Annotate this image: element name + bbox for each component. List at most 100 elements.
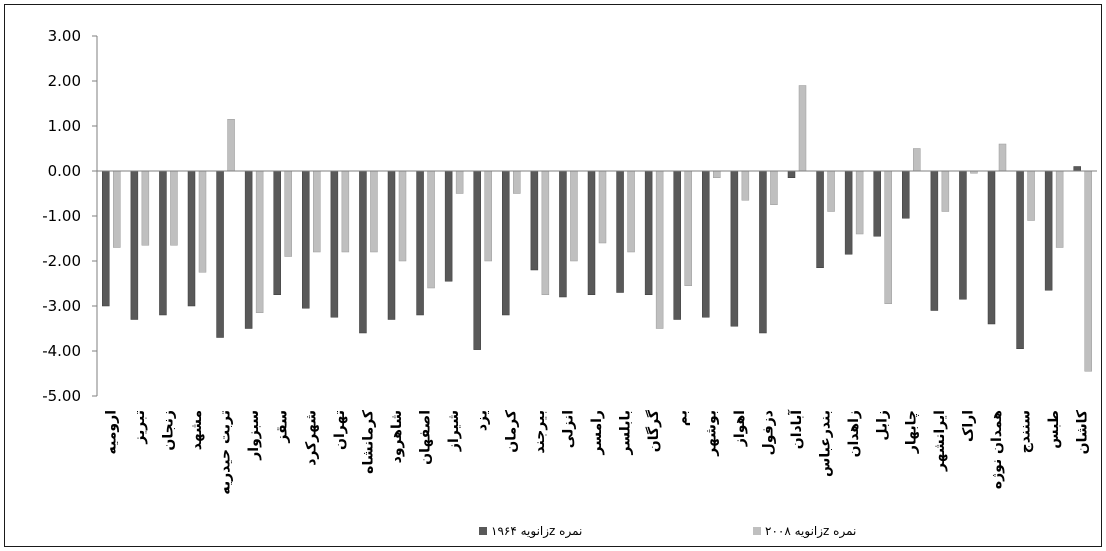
category-label: کاشان: [1075, 409, 1091, 454]
bar-series-1-14: [473, 170, 481, 350]
category-label: سقز: [275, 410, 291, 444]
y-tick-label: 0.00: [48, 162, 81, 180]
bar-series-1-12: [416, 170, 424, 316]
bar-series-2-24: [770, 170, 778, 205]
y-tick-label: -2.00: [42, 252, 81, 270]
legend: نمره zزانویه ۱۹۶۴ نمره zزانویه ۲۰۰۸: [479, 524, 856, 539]
bar-series-2-16: [541, 170, 550, 295]
legend-swatch-series-1964: [479, 527, 487, 535]
bar-chart: 3.00 2.00 1.00 0.00 -1.00 -2.00 -3.00 -4.00 -5.0…: [42, 27, 1097, 539]
bar-series-1-31: [959, 170, 967, 300]
bar-series-2-29: [913, 148, 921, 172]
bar-series-2-27: [855, 170, 864, 235]
category-label: آبادان: [787, 409, 805, 449]
bar-series-1-17: [559, 170, 567, 298]
bar-series-2-12: [427, 170, 435, 289]
category-label: بم: [675, 410, 691, 426]
bar-series-1-21: [673, 170, 681, 320]
bar-series-2-14: [484, 170, 492, 262]
bar-series-2-30: [941, 170, 950, 212]
bar-series-2-4: [198, 170, 207, 273]
legend-swatch-series-2008: [753, 527, 761, 535]
y-axis: 3.00 2.00 1.00 0.00 -1.00 -2.00 -3.00 -4.00 -5.0…: [42, 27, 98, 405]
bar-series-1-25: [787, 170, 796, 178]
category-label: طبس: [1046, 410, 1062, 449]
category-label: یزد: [475, 410, 491, 431]
bar-series-1-28: [873, 170, 881, 237]
category-label: بندرعباس: [818, 410, 834, 477]
bar-series-2-8: [313, 170, 321, 253]
category-label: همدان نوژه: [989, 410, 1005, 489]
bar-series-2-21: [684, 170, 692, 286]
bar-series-2-26: [827, 170, 835, 212]
bar-series-1-9: [330, 170, 339, 318]
bar-series-1-19: [616, 170, 624, 293]
category-labels: ارومیه تبریز زنجان مشهد تربت حیدریه سبزوار سقز…: [103, 409, 1090, 495]
bars: [102, 85, 1092, 372]
bar-series-2-5: [227, 119, 235, 172]
bar-series-2-2: [141, 170, 150, 246]
legend-label-series-2008: نمره zزانویه ۲۰۰۸: [765, 524, 856, 539]
bar-series-2-35: [1084, 170, 1092, 372]
y-tick-label: 1.00: [48, 117, 81, 135]
bar-series-1-6: [244, 170, 253, 329]
bar-series-1-5: [216, 170, 224, 338]
bar-series-2-25: [798, 85, 807, 172]
bar-series-1-20: [644, 170, 653, 295]
bar-series-2-22: [713, 170, 721, 178]
bar-series-1-7: [273, 170, 281, 295]
bar-series-2-11: [398, 170, 407, 262]
bar-series-1-2: [130, 170, 139, 320]
bar-series-2-34: [1055, 170, 1064, 248]
bar-series-2-32: [998, 143, 1007, 172]
category-label: اهواز: [732, 410, 748, 447]
category-label: مشهد: [189, 410, 205, 450]
chart-frame: 3.00 2.00 1.00 0.00 -1.00 -2.00 -3.00 -4.00 -5.0…: [4, 4, 1102, 547]
bar-series-1-1: [102, 170, 110, 307]
category-label: انزلی: [560, 410, 576, 448]
bar-series-2-17: [570, 170, 578, 262]
bar-series-1-24: [759, 170, 767, 334]
bar-series-1-26: [816, 170, 824, 268]
bar-series-1-30: [930, 170, 939, 311]
bar-series-2-6: [255, 170, 264, 313]
bar-series-1-35: [1073, 166, 1081, 172]
bar-series-1-27: [844, 170, 853, 255]
bar-series-1-22: [702, 170, 710, 318]
legend-label-series-1964: نمره zزانویه ۱۹۶۴: [491, 524, 582, 539]
bar-series-2-9: [341, 170, 350, 253]
bar-series-1-3: [159, 170, 167, 316]
y-tick-label: 2.00: [48, 72, 81, 90]
y-tick-label: -3.00: [42, 297, 81, 315]
category-label: زنجان: [160, 410, 176, 451]
category-label: اراک: [960, 410, 976, 442]
bar-series-2-18: [598, 170, 607, 244]
bar-series-1-29: [902, 170, 910, 219]
category-label: بابلسر: [618, 410, 634, 455]
category-label: کرمان: [503, 409, 519, 453]
bar-series-2-1: [113, 170, 121, 248]
category-label: اصفهان: [418, 410, 434, 465]
bar-series-1-10: [359, 170, 367, 334]
category-label: بوشهر: [703, 410, 719, 457]
category-label: شهرکرد: [303, 410, 319, 466]
category-label: تبریز: [132, 410, 148, 445]
category-label: ایرانشهر: [932, 410, 948, 472]
y-tick-label: -5.00: [42, 387, 81, 405]
bar-series-1-18: [587, 170, 596, 295]
bar-series-2-20: [655, 170, 664, 329]
category-label: کرمانشاه: [360, 409, 376, 474]
category-label: سبزوار: [246, 410, 262, 461]
y-tick-label: -1.00: [42, 207, 81, 225]
bar-series-2-28: [884, 170, 892, 304]
category-label: رامسر: [589, 410, 605, 455]
bar-series-1-33: [1016, 170, 1024, 349]
category-label: ارومیه: [103, 410, 119, 454]
category-label: سنندج: [1018, 410, 1034, 453]
bar-series-1-11: [387, 170, 396, 320]
bar-series-2-10: [370, 170, 378, 253]
category-label: شیراز: [446, 410, 462, 452]
bar-series-2-13: [455, 170, 464, 194]
bar-series-1-15: [502, 170, 510, 316]
category-label: گرگان: [645, 409, 662, 452]
